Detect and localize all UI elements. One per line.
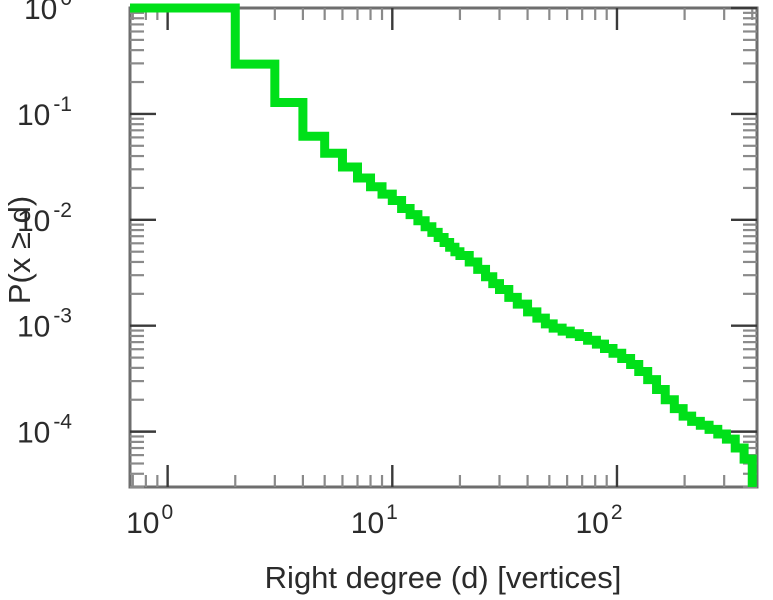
- y-tick-label-exponent: -1: [53, 93, 72, 116]
- x-axis-title: Right degree (d) [vertices]: [265, 560, 622, 595]
- x-axis-tick-labels: 100 101 102: [126, 501, 622, 540]
- y-tick-label-exponent: -3: [53, 305, 72, 328]
- x-tick-label-exponent: 0: [161, 501, 173, 524]
- axis-frame: [128, 6, 759, 489]
- data-series-group: [130, 3, 757, 487]
- y-tick-label: 10 -4: [17, 411, 72, 450]
- y-tick-label-exponent: -4: [53, 411, 72, 434]
- y-tick-label-exponent: 0: [60, 0, 72, 10]
- y-axis-title: P(x ≥ d): [2, 196, 37, 304]
- x-tick-label: 101: [351, 501, 398, 540]
- y-tick-label: 10 -1: [17, 93, 72, 132]
- y-tick-label-exponent: -2: [53, 199, 72, 222]
- x-tick-label-exponent: 1: [386, 501, 398, 524]
- x-tick-label: 102: [575, 501, 622, 540]
- x-axis-ticks: [131, 8, 754, 487]
- y-tick-label: 100: [24, 0, 72, 26]
- x-tick-label-exponent: 2: [611, 501, 623, 524]
- y-axis-ticks: [130, 6, 757, 489]
- data-series-line: [130, 3, 757, 487]
- y-tick-label: 10 -3: [17, 305, 72, 344]
- x-tick-label: 100: [126, 501, 173, 540]
